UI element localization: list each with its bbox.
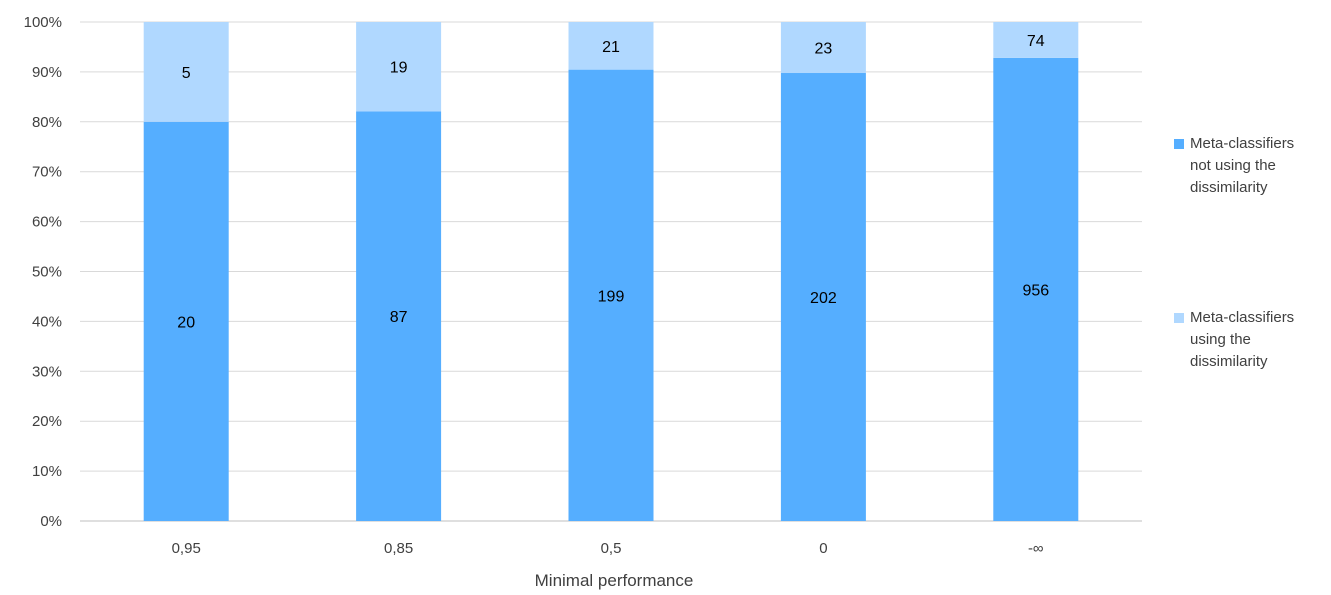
data-label-using: 74 [1027,33,1045,50]
bar-not-using [780,73,866,522]
legend-item-not-using: Meta-classifiers not using the dissimila… [1174,133,1324,199]
data-label-not-using: 202 [810,290,837,307]
legend-label-not-using: Meta-classifiers not using the dissimila… [1190,135,1295,196]
y-tick-label: 10% [32,463,62,480]
y-tick-label: 40% [32,313,62,330]
x-tick-label: 0,85 [384,540,413,557]
data-label-not-using: 87 [390,309,408,326]
x-axis-title: Minimal performance [535,571,694,590]
legend-label-using: Meta-classifiers using the dissimilarity [1190,309,1295,370]
x-tick-label: 0 [819,540,827,557]
x-tick-label: -∞ [1028,540,1044,557]
bar-not-using [993,57,1079,521]
bar-not-using [143,121,229,522]
bar-using [993,22,1079,58]
data-label-not-using: 20 [177,314,195,331]
y-tick-label: 70% [32,164,62,181]
legend: Meta-classifiers not using the dissimila… [1174,133,1324,373]
x-tick-label: 0,5 [601,540,622,557]
bar-not-using [568,69,654,521]
data-label-using: 5 [182,65,191,82]
bar-using [143,22,229,122]
bar-using [780,22,866,74]
data-label-using: 21 [602,39,620,56]
x-tick-label: 0,95 [172,540,201,557]
y-tick-label: 30% [32,363,62,380]
data-labels: 20 5 87 19 199 21 202 23 956 74 [177,33,1049,331]
bar-using [568,22,654,70]
data-label-not-using: 956 [1022,282,1049,299]
data-label-not-using: 199 [598,288,625,305]
y-tick-label: 80% [32,114,62,131]
x-axis-ticks: 0,95 0,85 0,5 0 -∞ [172,540,1044,557]
legend-item-using: Meta-classifiers using the dissimilarity [1174,307,1324,373]
y-tick-label: 20% [32,413,62,430]
bar-not-using [356,111,442,522]
y-tick-label: 90% [32,64,62,81]
legend-swatch-using [1174,313,1184,323]
bar-using [356,22,442,112]
data-label-using: 19 [390,60,408,77]
y-tick-label: 0% [40,513,62,530]
y-tick-label: 100% [24,14,62,31]
y-tick-label: 50% [32,264,62,281]
data-label-using: 23 [815,41,833,58]
y-tick-label: 60% [32,214,62,231]
bars [143,22,1079,522]
y-axis-ticks: 0% 10% 20% 30% 40% 50% 60% 70% 80% 90% 100% [24,14,62,530]
legend-swatch-not-using [1174,139,1184,149]
